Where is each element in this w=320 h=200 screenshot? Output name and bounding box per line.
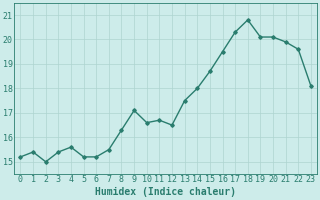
- X-axis label: Humidex (Indice chaleur): Humidex (Indice chaleur): [95, 187, 236, 197]
